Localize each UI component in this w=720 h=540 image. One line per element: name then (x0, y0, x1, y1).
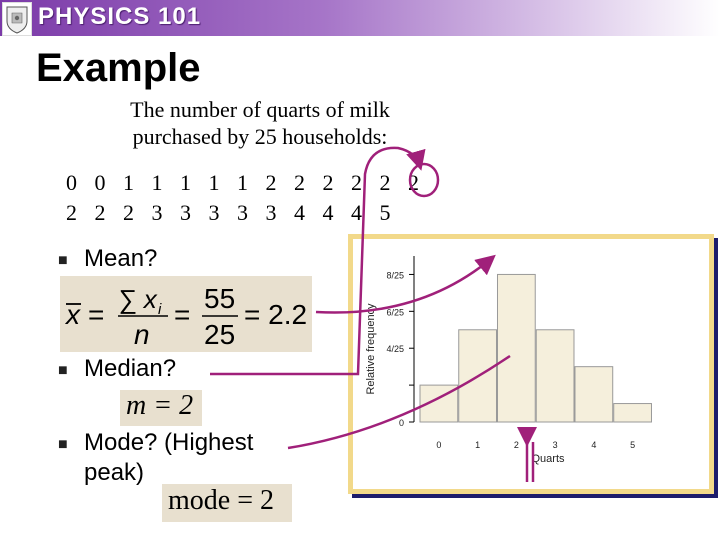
mean-den: n (134, 319, 150, 350)
histogram-chart: 0 4/25 6/25 8/25 0 1 2 3 4 5 Quarts Relative freque… (365, 256, 652, 465)
data-value: 2 (294, 170, 305, 195)
histogram-bar (535, 329, 575, 423)
x-tick-label: 2 (514, 440, 519, 450)
slide-title: Example (36, 46, 201, 90)
y-tick-label: 6/25 (386, 307, 404, 317)
histogram-bar (574, 366, 614, 423)
bullet-icon: ■ (58, 436, 68, 453)
data-value: 2 (265, 170, 277, 195)
mean-formula-graphic: x = ∑ x i n = 55 25 = 2.2 (64, 283, 307, 350)
y-tick-label: 4/25 (386, 344, 404, 354)
data-value: 1 (180, 170, 191, 195)
subtitle-line-1: The number of quarts of milk (130, 97, 390, 122)
bullet-icon: ■ (58, 362, 68, 379)
data-value: 2 (66, 200, 77, 225)
x-axis-label: Quarts (531, 453, 565, 465)
mode-formula-box: mode = 2 (162, 484, 292, 522)
mode-formula: mode = 2 (168, 485, 274, 516)
mean-lhs: x (64, 299, 81, 330)
data-value: 2 (351, 170, 362, 195)
data-value: 2 (379, 170, 391, 195)
university-seal-icon (2, 2, 32, 36)
mean-formula: x = ∑ x i n = 55 25 = 2.2 (60, 276, 312, 352)
data-value: 3 (151, 200, 163, 225)
histogram-bar (496, 273, 536, 423)
histogram-bar (458, 329, 497, 423)
x-tick-label: 3 (553, 440, 558, 450)
median-formula: m = 2 (126, 390, 194, 421)
question-mode-line-1: Mode? (Highest (84, 429, 254, 456)
mean-equals-1: = (88, 299, 104, 330)
x-tick-label: 0 (436, 440, 441, 450)
histogram-bar (613, 403, 652, 423)
x-tick-label: 5 (630, 440, 635, 450)
question-mode-line-2: peak) (84, 459, 145, 486)
data-value: 3 (208, 200, 220, 225)
mean-equals-2: = (174, 299, 190, 330)
mean-num2: 55 (204, 283, 235, 314)
data-value: 1 (151, 170, 163, 195)
data-value: 3 (265, 200, 277, 225)
histogram-bar (419, 384, 459, 423)
x-tick-label: 4 (591, 440, 596, 450)
slide-subtitle: The number of quarts of milk purchased b… (100, 96, 420, 150)
data-value: 2 (94, 200, 106, 225)
mean-result: = 2.2 (244, 299, 307, 330)
data-value: 1 (237, 170, 248, 195)
data-value: 2 (408, 170, 419, 195)
data-value: 3 (237, 200, 248, 225)
mean-sum: ∑ x (118, 284, 158, 314)
data-value: 1 (208, 170, 220, 195)
data-value: 0 (66, 170, 77, 195)
mean-den2: 25 (204, 319, 235, 350)
question-median: Median? (84, 355, 177, 382)
header-banner (0, 0, 720, 36)
course-title: PHYSICS 101 (38, 3, 202, 30)
data-value: 4 (294, 200, 305, 225)
data-value: 3 (180, 200, 191, 225)
y-tick-label: 0 (399, 418, 404, 428)
data-value: 4 (322, 200, 334, 225)
data-value: 5 (379, 200, 391, 225)
question-mode: Mode? (Highest peak) (84, 428, 253, 488)
bullet-icon: ■ (58, 252, 68, 269)
data-value: 0 (94, 170, 106, 195)
data-value: 1 (123, 170, 134, 195)
mean-sub: i (158, 301, 162, 318)
question-mean: Mean? (84, 245, 158, 272)
median-formula-box: m = 2 (120, 390, 202, 426)
y-axis-label: Relative frequency (365, 303, 377, 395)
x-tick-label: 1 (475, 440, 480, 450)
data-value: 2 (322, 170, 334, 195)
data-value: 4 (351, 200, 362, 225)
data-value: 2 (123, 200, 134, 225)
subtitle-line-2: purchased by 25 households: (132, 124, 388, 149)
y-tick-label: 8/25 (386, 270, 404, 280)
